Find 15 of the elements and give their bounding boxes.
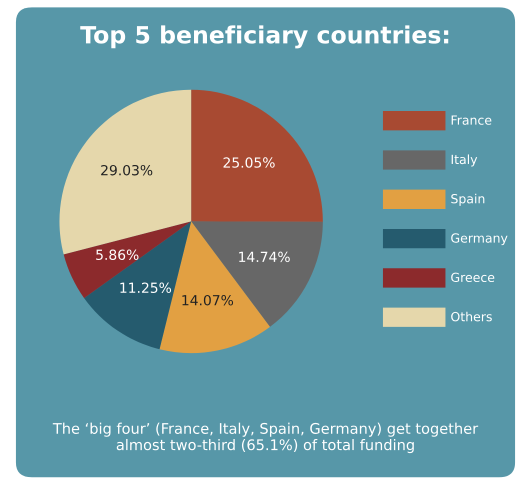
legend-label: France: [452, 116, 492, 125]
legend-label: Others: [451, 312, 492, 322]
pie-slice: [191, 90, 323, 222]
legend-label: Italy: [452, 154, 478, 167]
text: The ‘big four’ (France, Italy, Spain, Germany) get together almost two-third (65.1%) of total funding: [52, 422, 478, 454]
chart-title: Top 5 beneficiary countries:: [80, 25, 448, 48]
data-label: 11.25%: [120, 282, 172, 293]
legend-label: Greece: [451, 272, 494, 282]
legend-label: Spain: [451, 194, 484, 206]
data-label: 25.05%: [224, 157, 275, 168]
data-label: 14.74%: [239, 252, 290, 262]
data-label: 5.86%: [96, 250, 138, 260]
legend-label: Germany: [451, 233, 508, 246]
data-label: 29.03%: [101, 164, 152, 176]
data-label: 14.07%: [182, 294, 234, 306]
